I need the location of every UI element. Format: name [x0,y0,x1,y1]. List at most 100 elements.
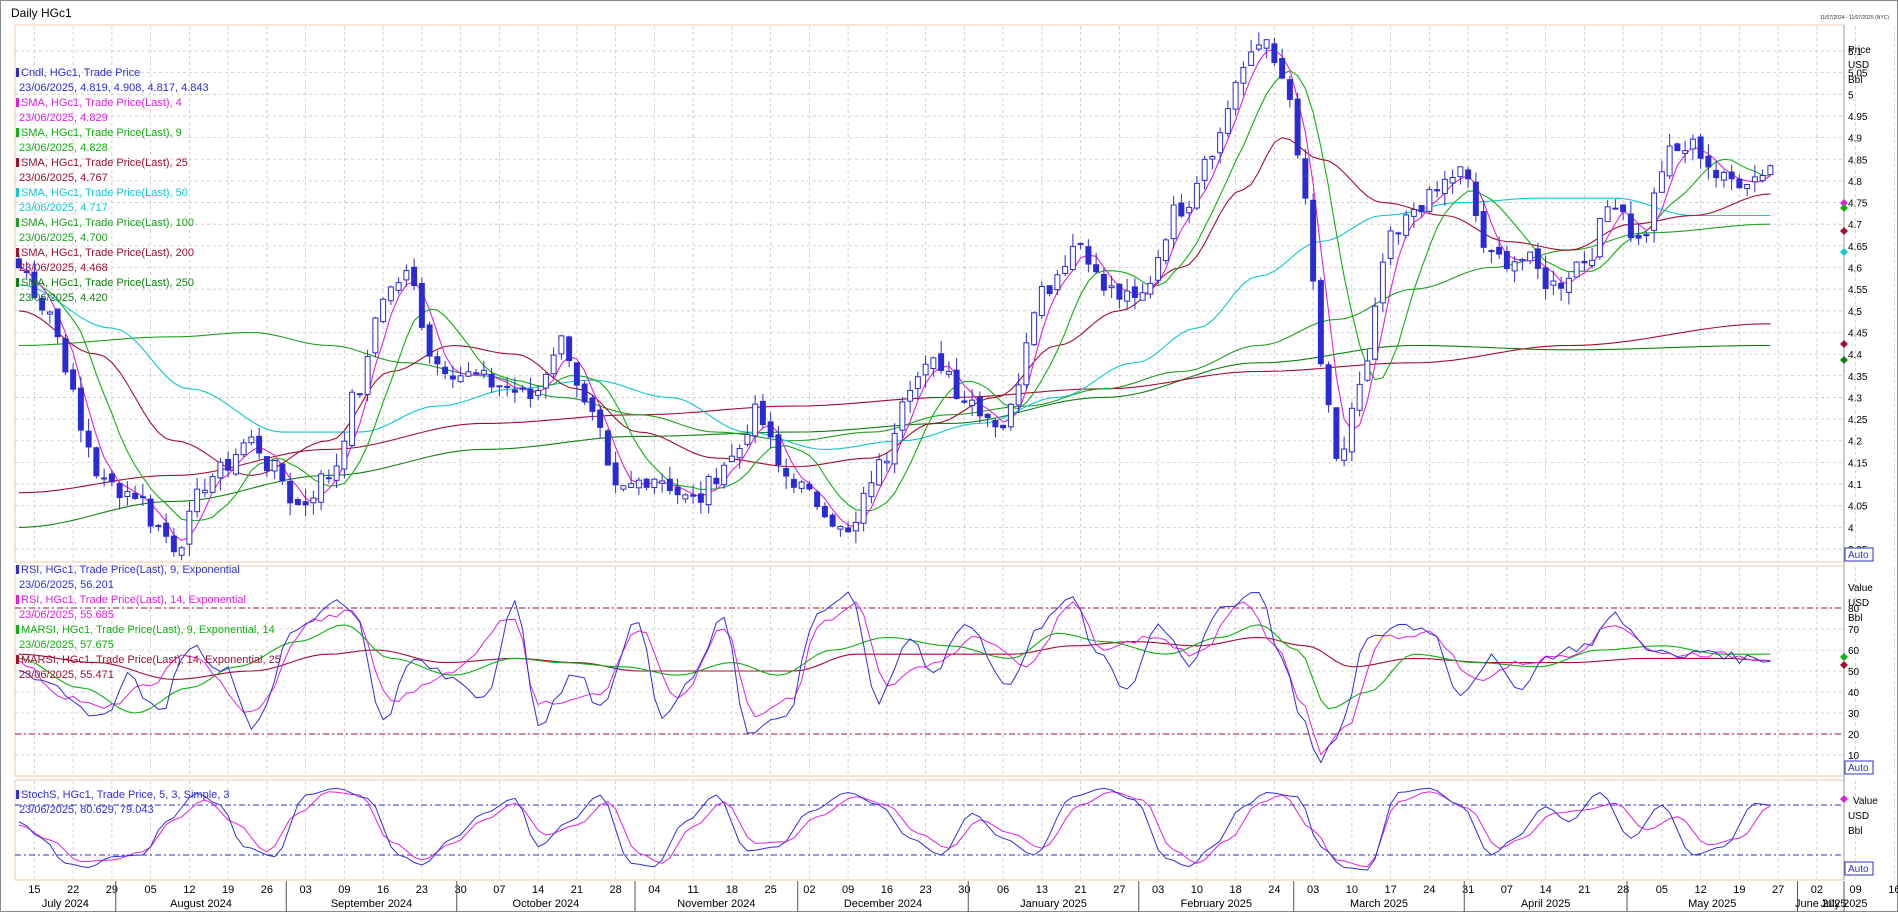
legend-name: Cndl, HGc1, Trade Price [21,67,140,79]
legend-name: SMA, HGc1, Trade Price(Last), 25 [21,157,188,169]
rsi-tick-label: 20 [1848,730,1860,741]
candle-up [1263,39,1270,49]
legend-swatch [16,595,19,604]
candle-up [403,270,410,281]
x-day-label: 07 [1501,884,1513,896]
candle-up [395,282,402,291]
candle-up [465,371,472,377]
candle-up [1217,132,1224,154]
candle-up [651,478,658,489]
x-day-label: 28 [1617,884,1629,896]
x-day-label: 09 [338,884,350,896]
candle-down [1310,199,1317,282]
candle-up [248,436,255,444]
candle-down [589,397,596,412]
legend-swatch [16,625,19,634]
x-day-label: 04 [648,884,660,896]
candle-down [1418,205,1425,213]
stoch-axis-title-1: Value [1853,796,1878,807]
rsi9-line [18,591,1771,764]
x-day-label: 18 [726,884,738,896]
candle-down [821,506,828,518]
candle-down [1333,407,1340,459]
marker-sma9 [1840,204,1848,212]
candle-down [434,356,441,365]
candle-up [46,311,53,315]
x-day-label: 19 [1733,884,1745,896]
price-tick-label: 4.05 [1848,502,1868,513]
candle-up [1023,342,1030,386]
candle-up [542,373,549,389]
candle-up [705,476,712,506]
x-day-label: 22 [67,884,79,896]
price-tick-label: 4.8 [1848,177,1862,188]
candle-down [93,447,100,477]
candle-up [1193,182,1200,209]
candle-down [1178,202,1185,217]
rsi-legend: RSI, HGc1, Trade Price(Last), 9, Exponen… [16,564,281,681]
legend-value: 23/06/2025, 4.828 [19,142,108,154]
price-tick-label: 4.6 [1848,264,1862,275]
candle-down [1000,424,1007,429]
chart-title: Daily HGc1 [11,6,72,20]
candle-down [581,383,588,403]
stoch-auto-button[interactable] [1844,861,1874,876]
candle-up [1720,171,1727,181]
x-day-label: 26 [261,884,273,896]
candles-layer [15,32,1774,561]
stoch-panel[interactable] [14,779,1845,881]
rsi-axis-title-2: USD [1848,598,1869,609]
x-month-label: July 2025 [1820,898,1867,910]
x-day-label: 09 [842,884,854,896]
candle-up [1643,234,1650,237]
candle-down [147,498,154,527]
candle-down [225,458,232,471]
candle-up [232,453,239,475]
candle-up [1170,204,1177,240]
candle-up [457,375,464,383]
candle-up [209,476,216,493]
candle-down [1480,211,1487,248]
sma50-line [18,197,1771,450]
candle-down [992,420,999,428]
legend-swatch [16,98,19,107]
x-day-label: 25 [765,884,777,896]
legend-value: 23/06/2025, 4.819, 4.908, 4.817, 4.843 [19,82,209,94]
rsi-auto-button[interactable] [1844,760,1874,775]
candle-down [85,430,92,448]
legend-name: MARSI, HGc1, Trade Price(Last), 14, Expo… [21,654,281,666]
candle-up [1511,261,1518,272]
legend-value: 23/06/2025, 4.420 [19,292,108,304]
candle-down [356,393,363,396]
marsi14-line [18,636,1771,680]
candle-up [1007,403,1014,428]
candle-down [1534,248,1541,269]
candle-up [914,376,921,390]
candle-up [380,298,387,323]
x-day-label: 02 [803,884,815,896]
candle-up [341,440,348,470]
candle-up [852,521,859,532]
x-day-label: 16 [1888,884,1898,896]
x-day-label: 12 [1695,884,1707,896]
candle-up [744,433,751,445]
price-auto-button[interactable] [1844,547,1874,562]
candle-up [1441,178,1448,195]
x-month-label: October 2024 [513,898,580,910]
candle-up [1372,305,1379,360]
price-tick-label: 4.95 [1848,112,1868,123]
candle-down [442,366,449,375]
candle-down [1279,58,1286,79]
x-day-label: 19 [222,884,234,896]
candle-up [798,481,805,489]
stoch-d-line [18,791,1771,868]
price-tick-label: 4.9 [1848,134,1862,145]
candle-up [1186,206,1193,214]
x-month-label: July 2024 [42,898,89,910]
legend-swatch [16,128,19,137]
price-axis-title-2: USD [1848,60,1869,71]
candle-down [806,483,813,490]
candle-up [1751,176,1758,183]
